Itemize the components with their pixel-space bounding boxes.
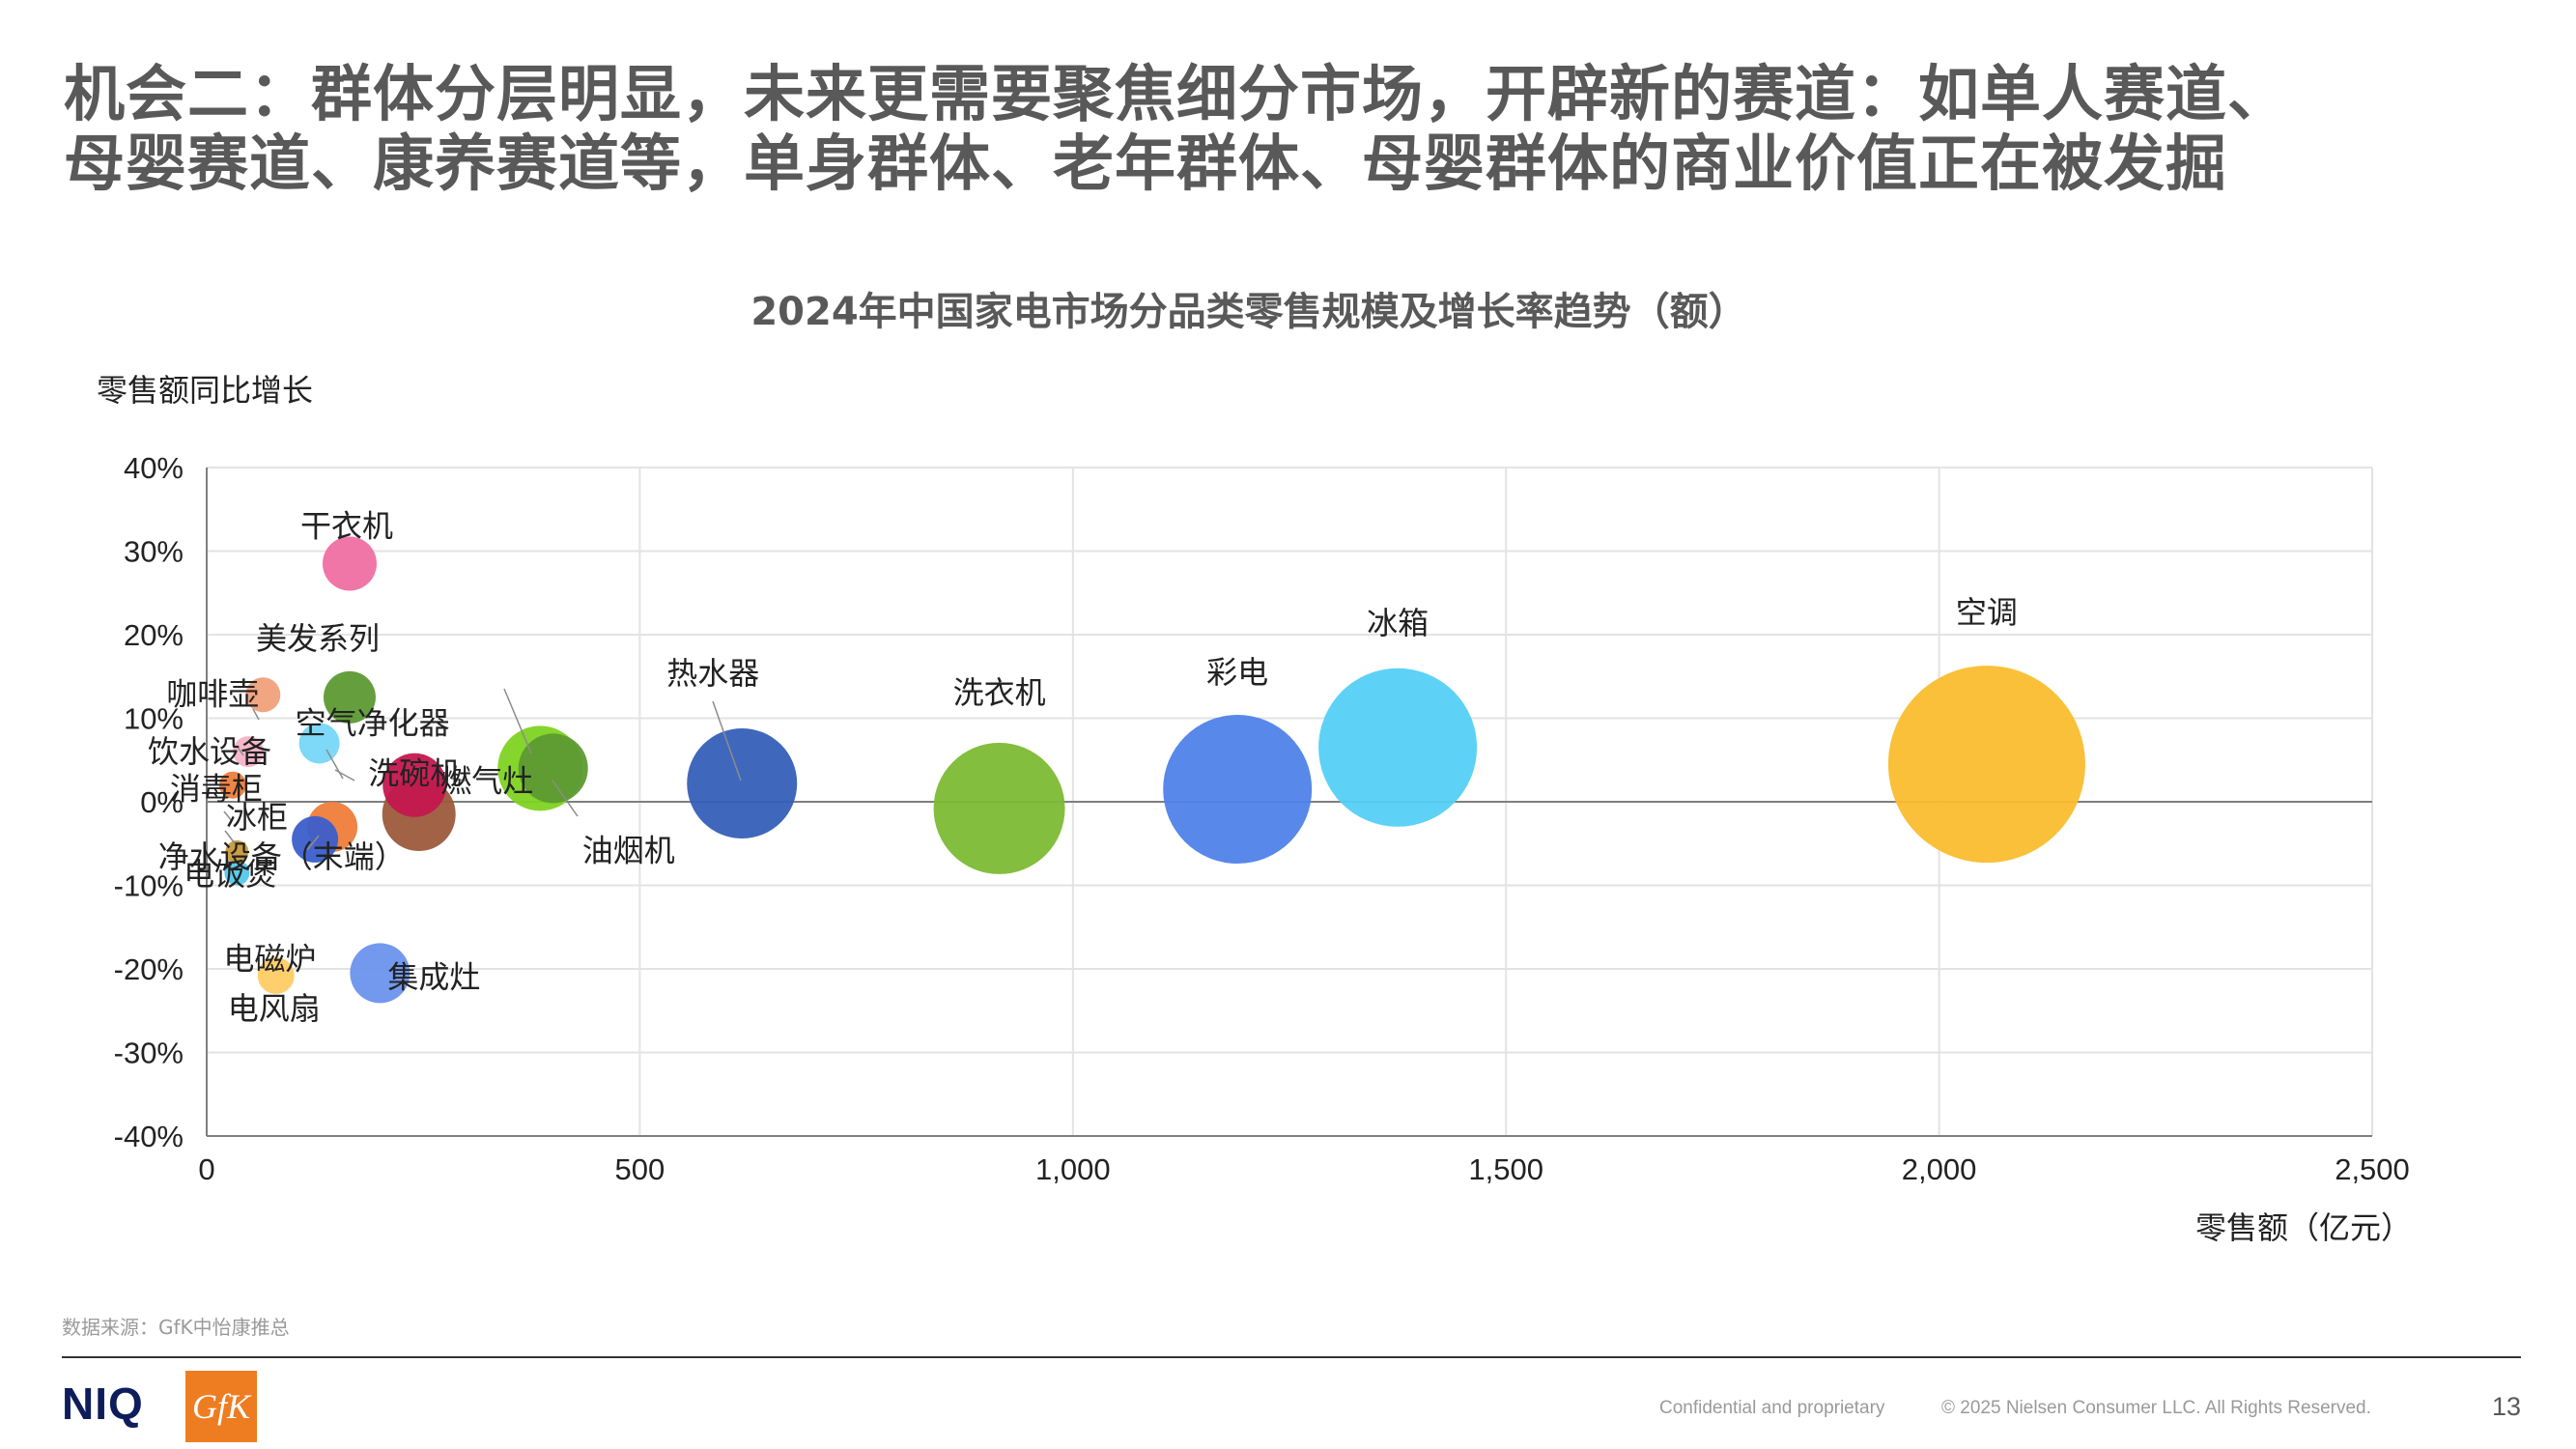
bubble bbox=[225, 839, 249, 864]
bubble bbox=[350, 943, 410, 1004]
y-tick-label: -20% bbox=[114, 952, 184, 986]
page-number: 13 bbox=[2492, 1392, 2522, 1421]
footer-divider bbox=[62, 1356, 2521, 1358]
bubble bbox=[1887, 666, 2085, 864]
bubble bbox=[233, 736, 265, 768]
bubble-label: 消毒柜 bbox=[170, 771, 263, 808]
y-tick-label: 0% bbox=[140, 785, 184, 819]
bubble-label: 干衣机 bbox=[300, 507, 393, 544]
bubble-label: 洗衣机 bbox=[953, 674, 1046, 711]
page-title: 机会二：群体分层明显，未来更需要聚焦细分市场，开辟新的赛道：如单人赛道、 母婴赛… bbox=[64, 60, 2536, 199]
leader-line bbox=[252, 708, 260, 721]
bubble bbox=[323, 670, 376, 724]
leader-line bbox=[712, 700, 742, 781]
bubble-label: 空调 bbox=[1956, 594, 2018, 631]
bubble-label: 电饭煲 bbox=[184, 856, 276, 893]
leader-line bbox=[224, 830, 236, 844]
leader-line bbox=[236, 745, 244, 756]
bubble-label: 咖啡壶 bbox=[166, 675, 259, 712]
x-tick-label: 2,000 bbox=[1902, 1152, 1977, 1186]
leader-line bbox=[306, 835, 320, 851]
data-source: 数据来源：GfK中怡康推总 bbox=[62, 1316, 290, 1339]
x-tick-label: 1,500 bbox=[1468, 1152, 1543, 1186]
bubble-label: 美发系列 bbox=[256, 620, 380, 657]
bubble bbox=[257, 956, 295, 994]
x-tick-label: 1,000 bbox=[1035, 1152, 1111, 1186]
y-tick-label: 30% bbox=[124, 535, 184, 569]
y-tick-label: 10% bbox=[124, 702, 184, 736]
bubble-label: 冰柜 bbox=[226, 799, 288, 836]
axes: 40% 30% 20% 10% 0% -10% -20% -30% -40% 0 500 1,000 1… bbox=[114, 451, 2410, 1186]
bubble bbox=[245, 677, 281, 713]
label-leaders bbox=[223, 688, 742, 870]
bubble-label: 集成灶 bbox=[387, 958, 480, 995]
x-axis-label: 零售额（亿元） bbox=[2195, 1209, 2412, 1246]
bubble-label: 洗碗机 bbox=[368, 755, 461, 792]
bubble-label: 彩电 bbox=[1206, 654, 1268, 691]
bubble-label: 热水器 bbox=[666, 655, 759, 692]
bubble-label: 电风扇 bbox=[228, 990, 321, 1027]
x-tick-label: 500 bbox=[615, 1152, 665, 1186]
gfk-logo: GfK bbox=[185, 1371, 257, 1442]
bubble bbox=[322, 536, 377, 591]
footer-confidential: Confidential and proprietary bbox=[1659, 1398, 1885, 1418]
bubbles bbox=[218, 536, 2085, 1004]
y-tick-label: 40% bbox=[124, 451, 184, 485]
bubble bbox=[687, 727, 798, 838]
bubble bbox=[1318, 668, 1478, 827]
bubble bbox=[933, 742, 1065, 874]
bubble-label: 油烟机 bbox=[582, 832, 675, 868]
bubble-label: 净水设备（末端） bbox=[158, 838, 406, 875]
y-tick-label: -10% bbox=[114, 869, 184, 903]
leader-line bbox=[223, 810, 233, 822]
x-tick-label: 0 bbox=[198, 1152, 214, 1186]
page-title-line-2: 母婴赛道、康养赛道等，单身群体、老年群体、母婴群体的商业价值正在被发掘 bbox=[64, 128, 2227, 199]
y-tick-label: 20% bbox=[124, 618, 184, 652]
footer-copyright: © 2025 Nielsen Consumer LLC. All Rights … bbox=[1941, 1398, 2371, 1418]
bubble-label: 燃气灶 bbox=[440, 762, 533, 799]
chart-title: 2024年中国家电市场分品类零售规模及增长率趋势（额） bbox=[750, 290, 1746, 334]
leader-line bbox=[503, 688, 532, 754]
bubble bbox=[382, 753, 447, 817]
leader-line bbox=[326, 749, 344, 780]
y-tick-label: -30% bbox=[114, 1037, 184, 1070]
bubble-label: 冰箱 bbox=[1367, 605, 1429, 641]
x-tick-label: 2,500 bbox=[2335, 1152, 2410, 1186]
bubble bbox=[218, 771, 246, 799]
niq-logo: NIQ bbox=[62, 1378, 144, 1429]
page-title-line-1: 机会二：群体分层明显，未来更需要聚焦细分市场，开辟新的赛道：如单人赛道、 bbox=[64, 59, 2289, 129]
bubble-label: 电磁炉 bbox=[223, 941, 316, 978]
leader-line bbox=[227, 859, 233, 870]
leader-line bbox=[552, 780, 579, 817]
bubble-label: 饮水设备 bbox=[148, 733, 271, 770]
y-tick-label: -40% bbox=[114, 1120, 184, 1153]
bubble-label: 空气净化器 bbox=[296, 704, 450, 741]
bubble bbox=[1163, 715, 1313, 865]
leader-line bbox=[451, 778, 467, 781]
y-axis-label: 零售额同比增长 bbox=[97, 372, 313, 409]
bubble bbox=[518, 733, 588, 804]
